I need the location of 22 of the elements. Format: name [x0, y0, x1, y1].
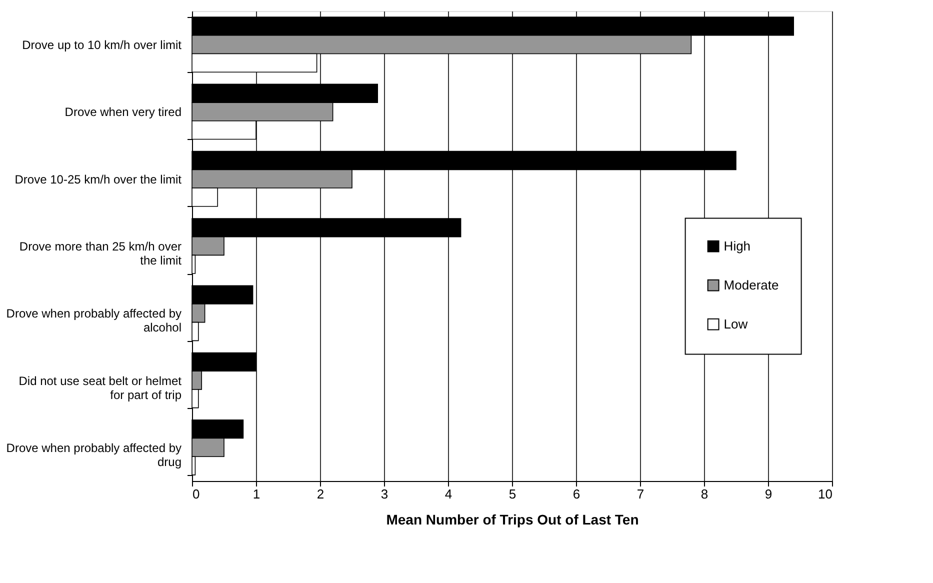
- legend-label: High: [724, 238, 751, 254]
- x-axis-title: Mean Number of Trips Out of Last Ten: [386, 512, 639, 528]
- x-tick-label: 3: [380, 486, 388, 502]
- x-tick-label: 2: [316, 486, 324, 502]
- y-tick-label: Drove up to 10 km/h over limit: [22, 38, 182, 52]
- x-tick-label: 6: [572, 486, 580, 502]
- x-tick-label: 7: [636, 486, 644, 502]
- legend-label: Moderate: [724, 277, 779, 292]
- x-tick-label: 9: [764, 486, 772, 502]
- y-tick-label: Drove when probably affected by alcohol: [6, 306, 182, 335]
- x-tick-label: 10: [818, 486, 832, 502]
- x-tick-label: 8: [700, 486, 708, 502]
- y-tick-label: Drove 10-25 km/h over the limit: [14, 172, 182, 186]
- x-tick-label: 4: [444, 486, 452, 502]
- y-tick-label: Drove more than 25 km/h over the limit: [19, 240, 182, 268]
- y-tick-label: Drove when probably affected by drug: [6, 440, 182, 469]
- y-tick-label: Did not use seat belt or helmet for part of trip: [18, 374, 182, 402]
- y-tick-label: Drove when very tired: [64, 105, 182, 120]
- legend-label: Low: [724, 316, 748, 332]
- x-tick-label: 0: [192, 486, 200, 502]
- x-tick-label: 5: [508, 486, 516, 502]
- x-tick-label: 1: [252, 486, 260, 502]
